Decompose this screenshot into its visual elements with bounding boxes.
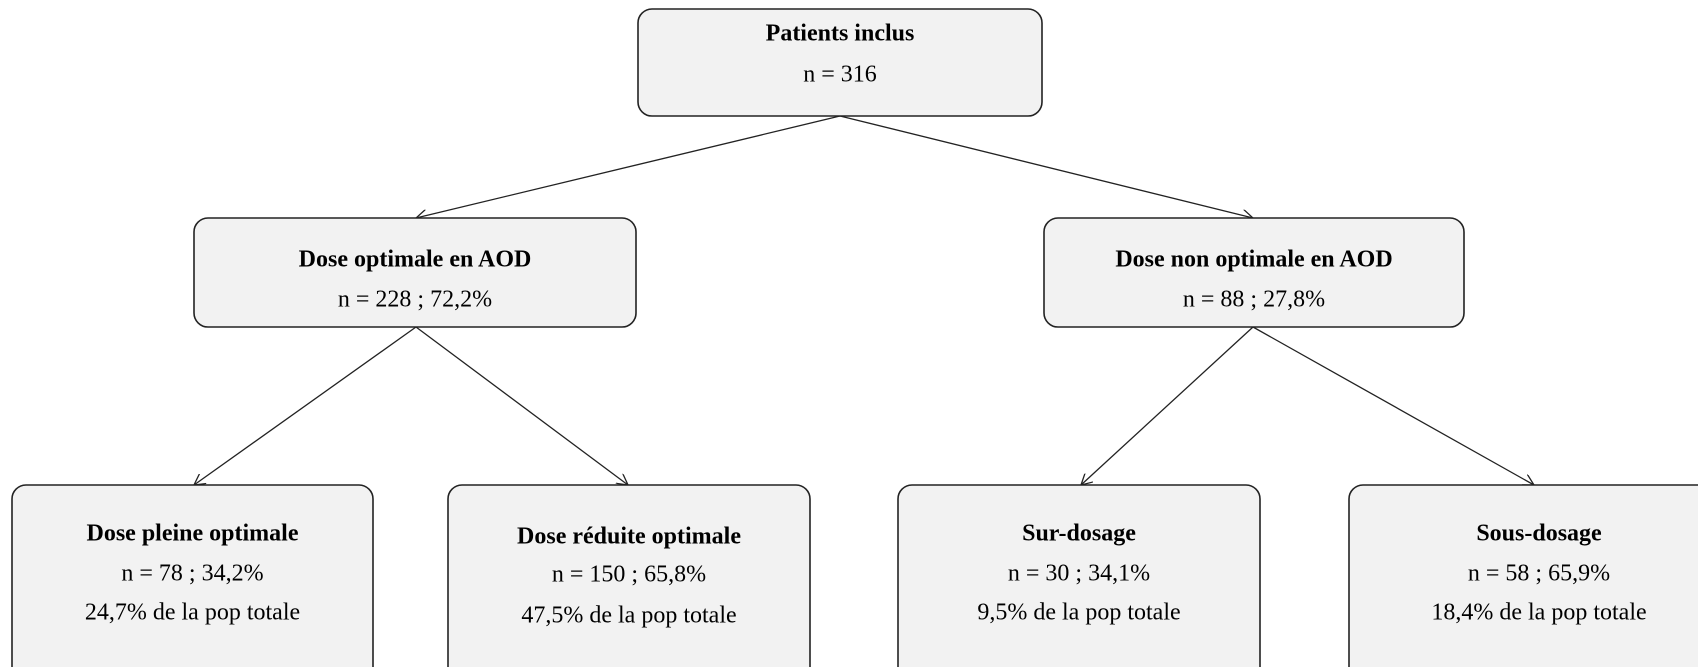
node-box [637, 8, 1043, 117]
node-line: n = 30 ; 34,1% [1008, 561, 1150, 587]
node-title: Dose optimale en AOD [299, 247, 532, 273]
node-box [193, 217, 637, 328]
node-line: 47,5% de la pop totale [521, 603, 736, 629]
node-line: 24,7% de la pop totale [85, 600, 300, 626]
node-title: Dose réduite optimale [517, 524, 741, 550]
arrow [416, 115, 841, 218]
node: Dose non optimale en AOD n = 88 ; 27,8% [1043, 217, 1465, 328]
node-line: n = 88 ; 27,8% [1183, 287, 1325, 313]
node-line: n = 58 ; 65,9% [1468, 561, 1610, 587]
node-title: Dose pleine optimale [87, 521, 299, 547]
node-box [897, 484, 1261, 667]
node-box [1348, 484, 1698, 667]
node-line: 18,4% de la pop totale [1431, 600, 1646, 626]
arrow [839, 115, 1253, 218]
node-title: Dose non optimale en AOD [1115, 247, 1392, 273]
node: Sous-dosage n = 58 ; 65,9% 18,4% de la pop… [1348, 484, 1698, 667]
node-box [11, 484, 374, 667]
arrows [194, 115, 1534, 485]
arrow [1081, 326, 1254, 485]
node-box [447, 484, 811, 667]
node-line: n = 228 ; 72,2% [338, 287, 492, 313]
node-line: n = 78 ; 34,2% [121, 561, 263, 587]
node-line: 9,5% de la pop totale [977, 600, 1180, 626]
node: Sur-dosage n = 30 ; 34,1% 9,5% de la pop t… [897, 484, 1261, 667]
node: Dose pleine optimale n = 78 ; 34,2% 24,7% … [11, 484, 374, 667]
node: Dose réduite optimale n = 150 ; 65,8% 47,5… [447, 484, 811, 667]
node-title: Sur-dosage [1022, 521, 1136, 547]
arrow [1252, 326, 1534, 485]
node-title: Patients inclus [766, 21, 915, 47]
node-title: Sous-dosage [1476, 521, 1602, 547]
arrow [194, 326, 417, 485]
node: Dose optimale en AOD n = 228 ; 72,2% [193, 217, 637, 328]
node-line: n = 316 [803, 62, 877, 88]
arrow [415, 326, 628, 485]
node-box [1043, 217, 1465, 328]
node-line: n = 150 ; 65,8% [552, 562, 706, 588]
node: Patients inclus n = 316 [637, 8, 1043, 117]
